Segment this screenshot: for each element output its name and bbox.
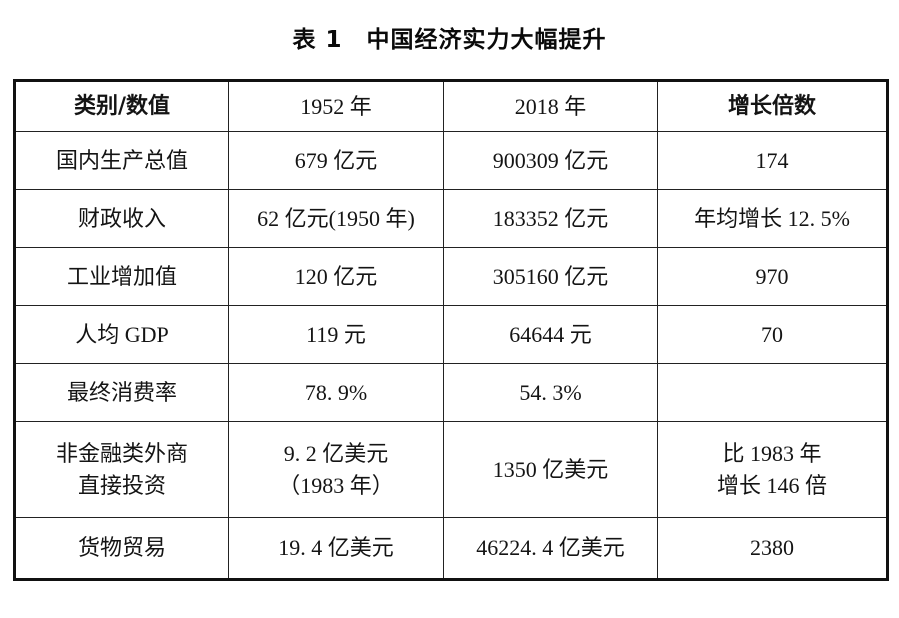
cell-growth: 70	[657, 305, 888, 364]
cell-2018: 64644 元	[443, 305, 658, 364]
header-row: 类别/数值 1952 年 2018 年 增长倍数	[14, 80, 888, 132]
cell-1952: 19. 4 亿美元	[228, 517, 444, 580]
cell-growth: 970	[657, 247, 888, 306]
table-title: 表 1 中国经济实力大幅提升	[292, 27, 607, 53]
cell-growth: 174	[657, 131, 888, 190]
cell-growth: 2380	[657, 517, 888, 580]
table-row: 财政收入 62 亿元(1950 年) 183352 亿元 年均增长 12. 5%	[14, 189, 888, 248]
cell-1952: 62 亿元(1950 年)	[228, 189, 444, 248]
cell-1952: 120 亿元	[228, 247, 444, 306]
cell-growth	[657, 363, 888, 422]
column-header-1952: 1952 年	[228, 80, 444, 132]
column-header-growth: 增长倍数	[657, 80, 888, 132]
cell-growth: 比 1983 年 增长 146 倍	[657, 421, 888, 518]
table-row: 货物贸易 19. 4 亿美元 46224. 4 亿美元 2380	[14, 517, 888, 580]
cell-1952: 679 亿元	[228, 131, 444, 190]
table-row: 工业增加值 120 亿元 305160 亿元 970	[14, 247, 888, 306]
cell-category: 非金融类外商 直接投资	[14, 421, 229, 518]
cell-category: 最终消费率	[14, 363, 229, 422]
cell-category: 货物贸易	[14, 517, 229, 580]
column-header-category: 类别/数值	[14, 80, 229, 132]
cell-category: 工业增加值	[14, 247, 229, 306]
column-header-2018: 2018 年	[443, 80, 658, 132]
cell-2018: 183352 亿元	[443, 189, 658, 248]
cell-category: 国内生产总值	[14, 131, 229, 190]
cell-2018: 305160 亿元	[443, 247, 658, 306]
cell-category: 财政收入	[14, 189, 229, 248]
table-row: 人均 GDP 119 元 64644 元 70	[14, 305, 888, 364]
cell-category: 人均 GDP	[14, 305, 229, 364]
cell-2018: 900309 亿元	[443, 131, 658, 190]
table-row: 国内生产总值 679 亿元 900309 亿元 174	[14, 131, 888, 190]
cell-1952: 119 元	[228, 305, 444, 364]
table-row: 非金融类外商 直接投资 9. 2 亿美元 （1983 年） 1350 亿美元 比…	[14, 421, 888, 518]
cell-1952: 78. 9%	[228, 363, 444, 422]
cell-growth: 年均增长 12. 5%	[657, 189, 888, 248]
data-table: 类别/数值 1952 年 2018 年 增长倍数 国内生产总值 679 亿元 9…	[13, 79, 889, 581]
cell-1952: 9. 2 亿美元 （1983 年）	[228, 421, 444, 518]
cell-2018: 46224. 4 亿美元	[443, 517, 658, 580]
table-row: 最终消费率 78. 9% 54. 3%	[14, 363, 888, 422]
cell-2018: 1350 亿美元	[443, 421, 658, 518]
cell-2018: 54. 3%	[443, 363, 658, 422]
